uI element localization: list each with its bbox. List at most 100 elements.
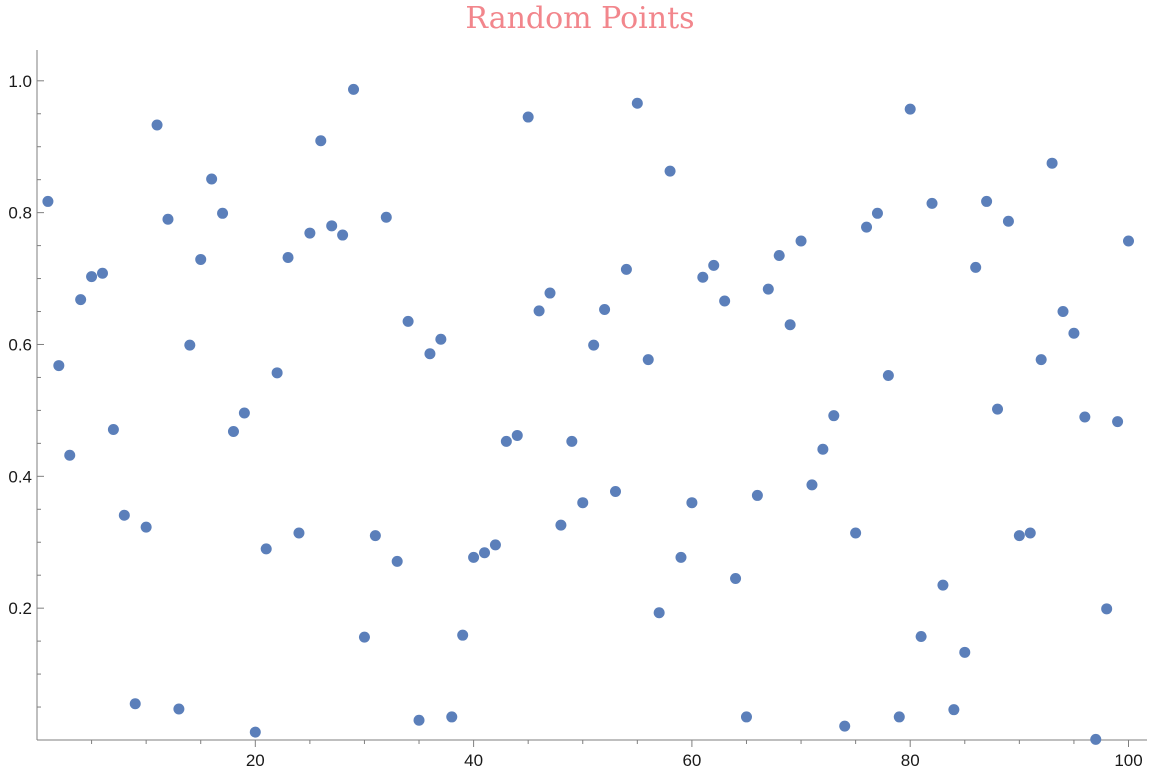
data-point <box>129 698 141 710</box>
data-point <box>424 348 436 360</box>
data-point <box>402 315 414 327</box>
data-point <box>348 83 360 95</box>
data-point <box>489 539 501 551</box>
data-point <box>468 551 480 563</box>
data-point <box>1068 327 1080 339</box>
data-point <box>751 489 763 501</box>
data-point <box>217 207 229 219</box>
data-point <box>642 354 654 366</box>
y-tick-label: 1.0 <box>8 72 32 91</box>
data-point <box>391 555 403 567</box>
data-point <box>42 195 54 207</box>
data-point <box>577 497 589 509</box>
data-point <box>784 319 796 331</box>
data-point <box>195 253 207 265</box>
data-point <box>631 97 643 109</box>
data-point <box>522 111 534 123</box>
data-point <box>260 543 272 555</box>
data-point <box>151 119 163 131</box>
data-point <box>304 227 316 239</box>
data-point <box>380 211 392 223</box>
data-point <box>861 221 873 233</box>
data-point <box>653 607 665 619</box>
y-tick-label: 0.6 <box>8 335 32 354</box>
data-point <box>839 720 851 732</box>
data-point <box>599 304 611 316</box>
data-point <box>762 283 774 295</box>
data-point <box>828 410 840 422</box>
data-point <box>206 173 218 185</box>
data-point <box>293 527 305 539</box>
data-point <box>926 197 938 209</box>
data-point <box>86 271 98 283</box>
data-point <box>719 295 731 307</box>
data-point <box>1024 527 1036 539</box>
data-point <box>479 547 491 559</box>
data-point <box>326 220 338 232</box>
data-point <box>893 711 905 723</box>
data-point <box>118 509 130 521</box>
data-point <box>1057 306 1069 318</box>
data-point <box>1101 603 1113 615</box>
chart-title: Random Points <box>465 1 694 36</box>
data-point <box>162 213 174 225</box>
data-point <box>806 479 818 491</box>
data-point <box>544 287 556 299</box>
data-point <box>1079 411 1091 423</box>
y-tick-label: 0.8 <box>8 204 32 223</box>
y-tick-label: 0.4 <box>8 467 32 486</box>
data-point <box>664 165 676 177</box>
data-point <box>75 294 87 306</box>
x-tick-label: 20 <box>246 751 265 770</box>
data-point <box>959 646 971 658</box>
data-point <box>446 711 458 723</box>
data-point <box>457 629 469 641</box>
data-point <box>533 305 545 317</box>
data-point <box>140 521 152 533</box>
data-point <box>871 207 883 219</box>
data-point <box>773 249 785 261</box>
data-point <box>369 530 381 542</box>
data-point <box>566 435 578 447</box>
data-point <box>1002 215 1014 227</box>
data-point <box>53 360 65 372</box>
data-point <box>708 259 720 271</box>
data-point <box>249 726 261 738</box>
data-point <box>1090 733 1102 745</box>
data-point <box>96 267 108 279</box>
data-point <box>795 235 807 247</box>
data-point <box>435 333 447 345</box>
data-point <box>740 711 752 723</box>
data-point <box>686 497 698 509</box>
data-point <box>64 449 76 461</box>
data-point <box>817 443 829 455</box>
data-point <box>609 485 621 497</box>
data-point <box>1013 530 1025 542</box>
data-point <box>850 527 862 539</box>
data-point <box>511 429 523 441</box>
axis-tick-labels: 20 40 60 80 100 0.2 0.4 0.6 0.8 1.0 <box>8 72 1142 770</box>
data-point <box>970 261 982 273</box>
data-point <box>1123 235 1134 247</box>
data-point <box>1112 416 1124 428</box>
data-point <box>675 551 687 563</box>
data-point <box>730 572 742 584</box>
data-point <box>271 367 283 379</box>
data-point <box>697 271 709 283</box>
data-point <box>948 704 960 716</box>
data-point <box>1046 157 1058 169</box>
data-point <box>588 339 600 351</box>
data-point <box>981 195 993 207</box>
data-point <box>358 631 370 643</box>
data-point <box>500 435 512 447</box>
data-point <box>992 403 1004 415</box>
data-point <box>227 425 239 437</box>
data-point <box>620 263 632 275</box>
x-tick-label: 60 <box>682 751 701 770</box>
data-point <box>937 579 949 591</box>
data-point <box>1035 354 1047 366</box>
data-point <box>337 229 349 241</box>
x-tick-label: 40 <box>464 751 483 770</box>
data-point <box>555 519 567 531</box>
